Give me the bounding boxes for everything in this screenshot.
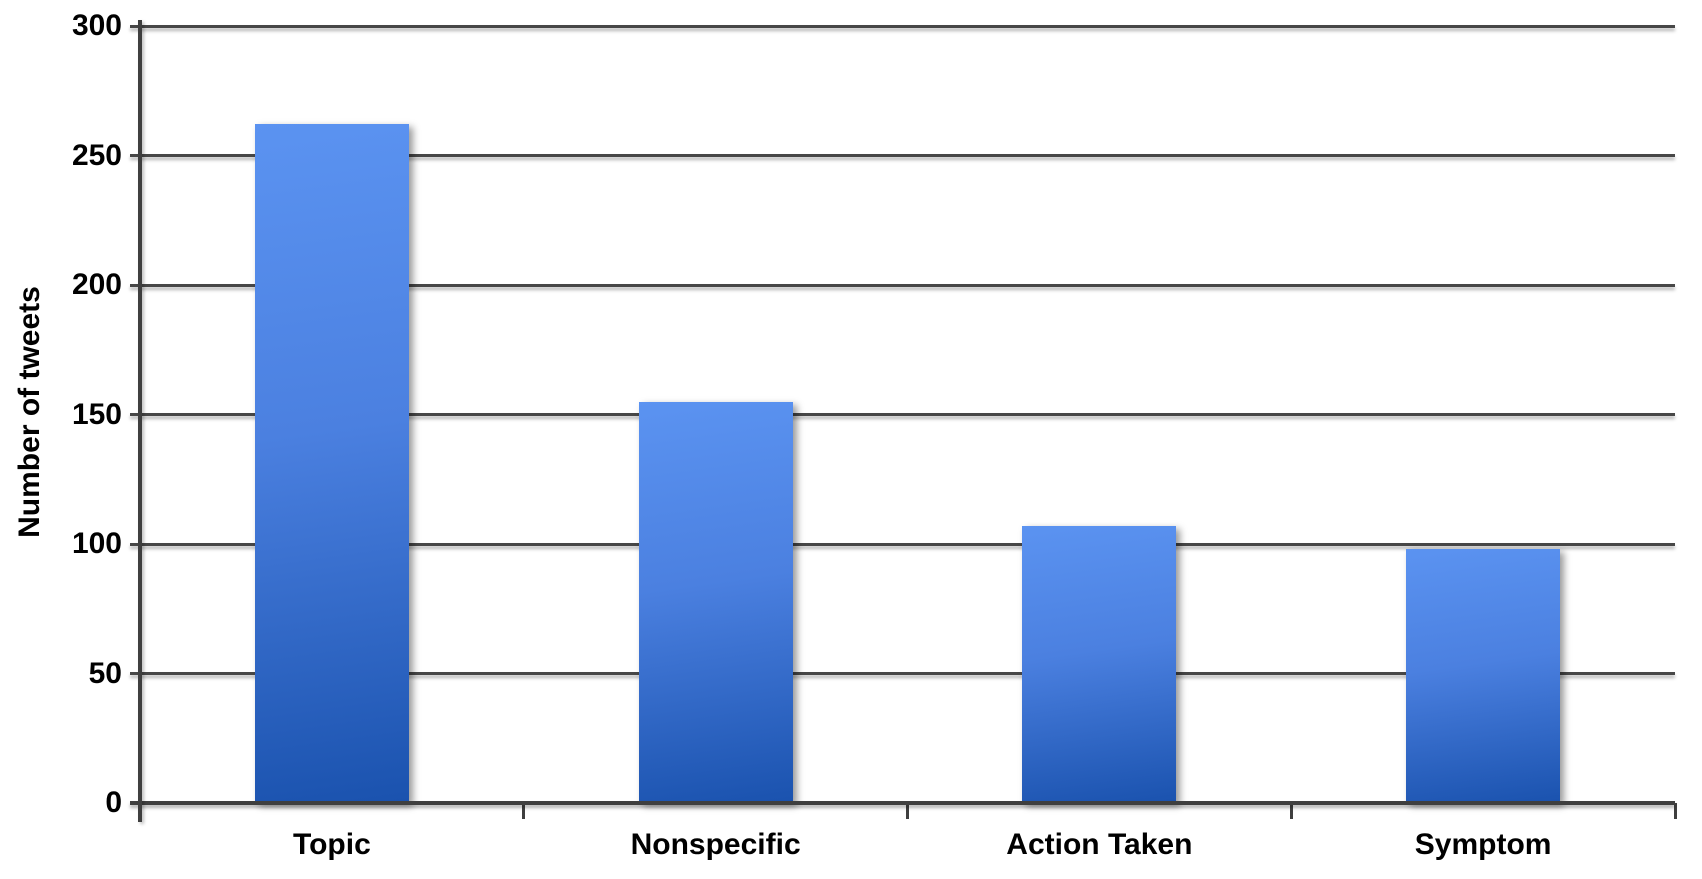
y-tick-label: 50 <box>88 656 122 690</box>
x-category-label: Symptom <box>1414 828 1552 861</box>
gridline <box>130 672 1675 675</box>
x-axis-line <box>130 801 1675 805</box>
x-axis-tick <box>522 803 526 819</box>
gridline <box>130 283 1675 287</box>
gridline <box>130 542 1675 546</box>
x-axis-tick <box>906 803 909 819</box>
gridline <box>130 413 1675 416</box>
bar-symptom <box>1406 549 1561 803</box>
y-tick-label: 0 <box>105 786 122 819</box>
x-category-label: Nonspecific <box>630 828 801 861</box>
y-tick-label: 250 <box>71 138 122 172</box>
bar-action-taken <box>1022 525 1177 803</box>
x-axis-tick <box>1289 803 1293 819</box>
y-tick-label: 100 <box>71 527 122 560</box>
y-axis-line <box>138 20 142 822</box>
x-category-label: Action Taken <box>1006 828 1193 861</box>
x-category-label: Topic <box>292 828 371 861</box>
gridline <box>130 24 1675 28</box>
gridline <box>130 154 1675 157</box>
bar-nonspecific <box>638 401 793 803</box>
y-tick-label: 200 <box>71 268 122 301</box>
bar-topic <box>254 124 409 803</box>
y-tick-label: 150 <box>71 397 122 431</box>
x-axis-tick <box>1673 803 1677 819</box>
y-tick-label: 300 <box>71 9 122 42</box>
